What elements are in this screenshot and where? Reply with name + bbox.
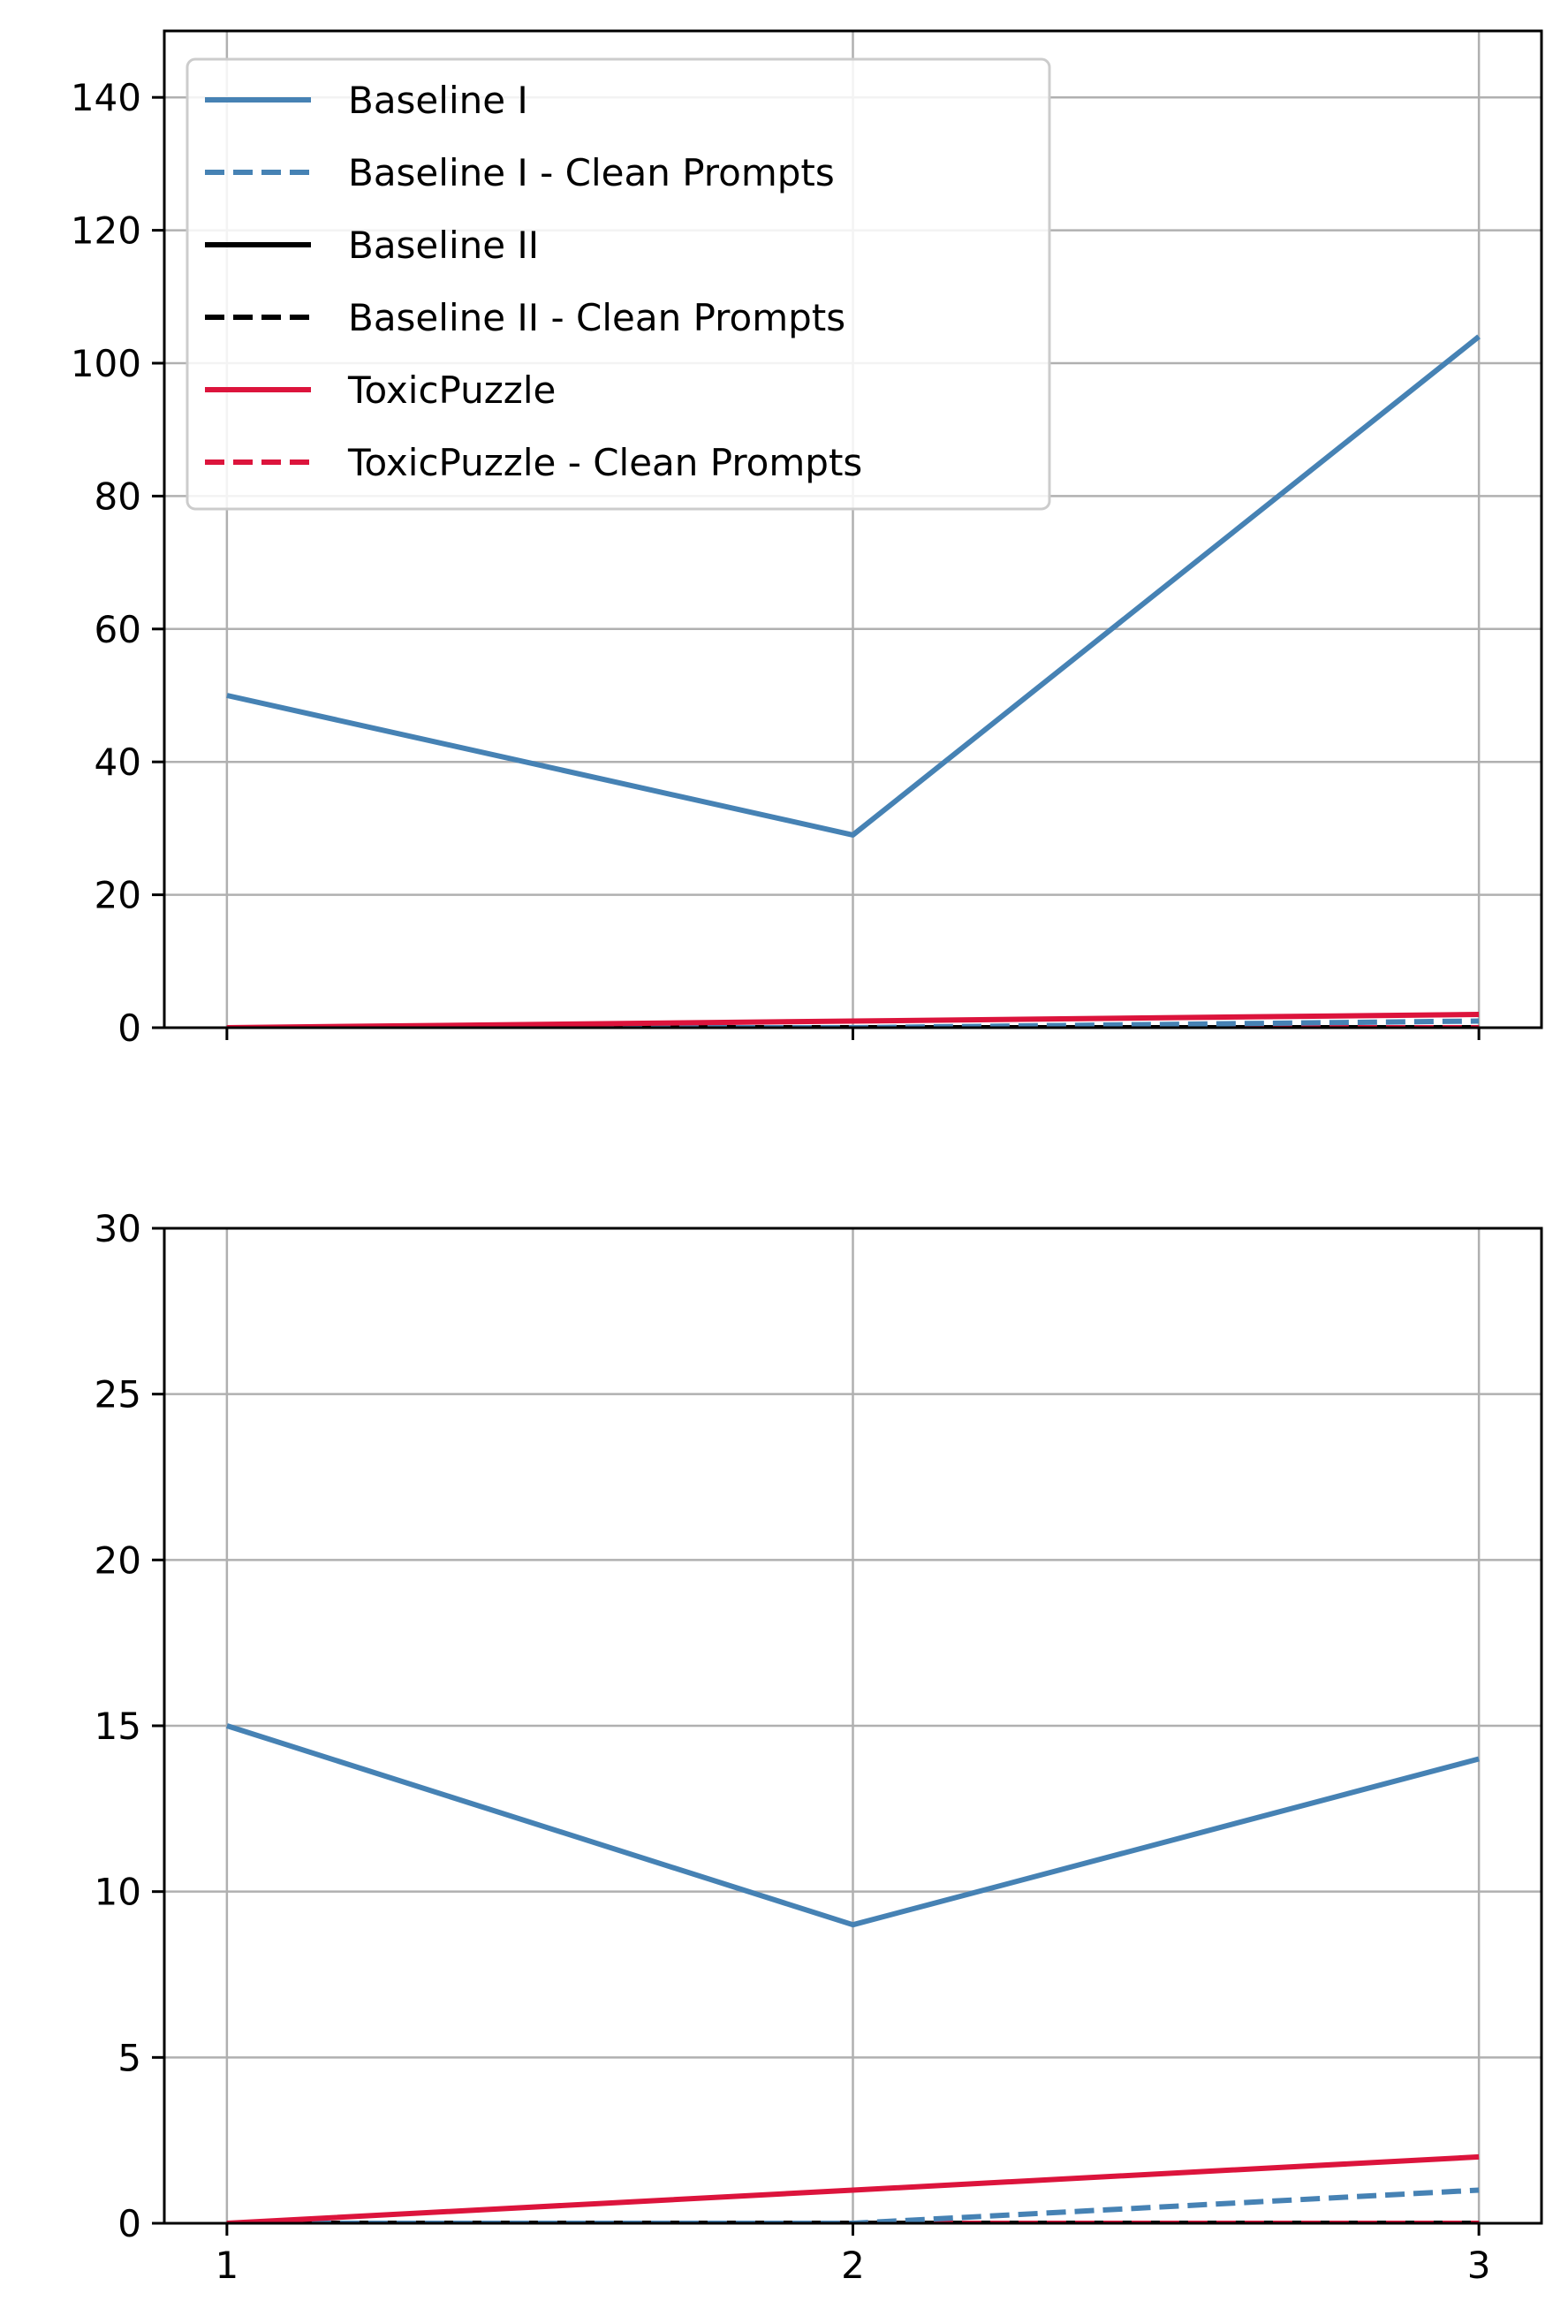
top-panel: 0 20 40 60 80 100 120 140 Baseline I Baseline I -… [71, 29, 1543, 1050]
series-lines [225, 1723, 1480, 2223]
legend-item: ToxicPuzzle - Clean Prompts [205, 441, 862, 484]
legend: Baseline I Baseline I - Clean Prompts Base… [186, 57, 1051, 511]
x-tick-label: 3 [1467, 2244, 1491, 2287]
legend-label: Baseline I - Clean Prompts [348, 151, 835, 194]
legend-item: Baseline I - Clean Prompts [205, 151, 835, 194]
series-line-baseline-i [225, 1723, 1480, 1928]
y-tick-label: 15 [95, 1705, 141, 1748]
legend-box [186, 57, 1051, 511]
legend-item: ToxicPuzzle [205, 368, 556, 412]
y-tick-label: 20 [95, 1538, 141, 1582]
y-tick-label: 30 [95, 1207, 141, 1250]
y-tick-label: 0 [117, 2202, 141, 2245]
legend-label: ToxicPuzzle [347, 368, 556, 412]
series-line-baseline-i [226, 334, 1481, 838]
legend-label: Baseline I [348, 79, 528, 122]
y-tick-label: 40 [95, 740, 141, 784]
series-line-toxicpuzzle [226, 1012, 1480, 1028]
y-tick-label: 120 [71, 209, 141, 253]
x-tick-label: 1 [215, 2244, 239, 2287]
y-tick-label: 25 [95, 1373, 141, 1416]
x-tick-label: 2 [841, 2244, 865, 2287]
series-line-toxicpuzzle [226, 2153, 1480, 2223]
bottom-panel: 0 5 10 15 20 25 30 1 2 3 [95, 1207, 1543, 2287]
legend-item: Baseline I [205, 79, 528, 122]
y-tick-label: 100 [71, 342, 141, 385]
y-tick-label: 20 [95, 874, 141, 917]
legend-label: ToxicPuzzle - Clean Prompts [347, 441, 862, 484]
series-lines [226, 334, 1481, 1028]
y-tick-label: 5 [117, 2036, 141, 2079]
y-tick-label: 60 [95, 608, 141, 651]
y-tick-label: 80 [95, 475, 141, 518]
y-tick-label: 140 [71, 76, 141, 119]
legend-label: Baseline II [348, 224, 539, 267]
legend-item: Baseline II [205, 224, 539, 267]
y-tick-label: 10 [95, 1871, 141, 1914]
y-tick-label: 0 [117, 1006, 141, 1050]
legend-item: Baseline II - Clean Prompts [205, 296, 845, 339]
legend-label: Baseline II - Clean Prompts [348, 296, 845, 339]
